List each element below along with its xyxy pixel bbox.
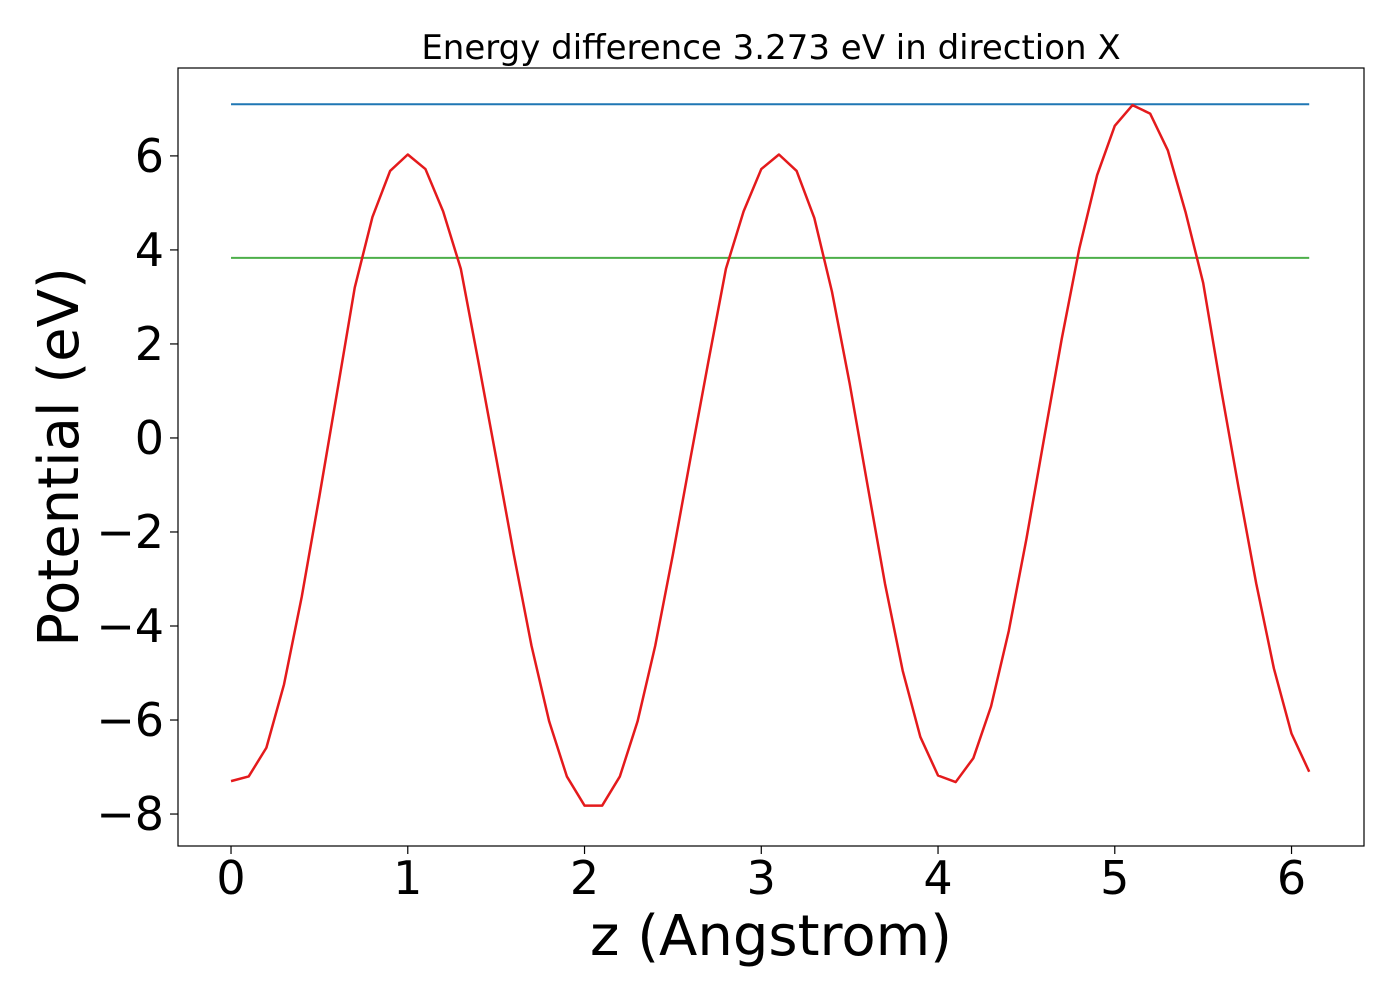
- x-tick-label: 1: [393, 851, 422, 905]
- y-tick-label: 4: [135, 223, 164, 277]
- y-tick-label: −8: [96, 787, 164, 841]
- x-tick-label: 3: [747, 851, 776, 905]
- x-tick-label: 0: [216, 851, 245, 905]
- chart-title: Energy difference 3.273 eV in direction …: [421, 28, 1120, 68]
- y-tick-label: −4: [96, 599, 164, 653]
- x-tick-label: 4: [923, 851, 952, 905]
- y-tick-label: 0: [135, 411, 164, 465]
- x-tick-label: 6: [1277, 851, 1306, 905]
- data-line: [230, 103, 1311, 807]
- y-axis-label: Potential (eV): [27, 267, 92, 647]
- plot-frame: [177, 67, 1365, 847]
- x-tick-label: 2: [570, 851, 599, 905]
- y-tick-label: −6: [96, 693, 164, 747]
- x-tick-label: 5: [1100, 851, 1129, 905]
- y-tick-label: 2: [135, 317, 164, 371]
- x-axis-label: z (Angstrom): [590, 904, 952, 969]
- y-tick-label: 6: [135, 129, 164, 183]
- y-tick-label: −2: [96, 505, 164, 559]
